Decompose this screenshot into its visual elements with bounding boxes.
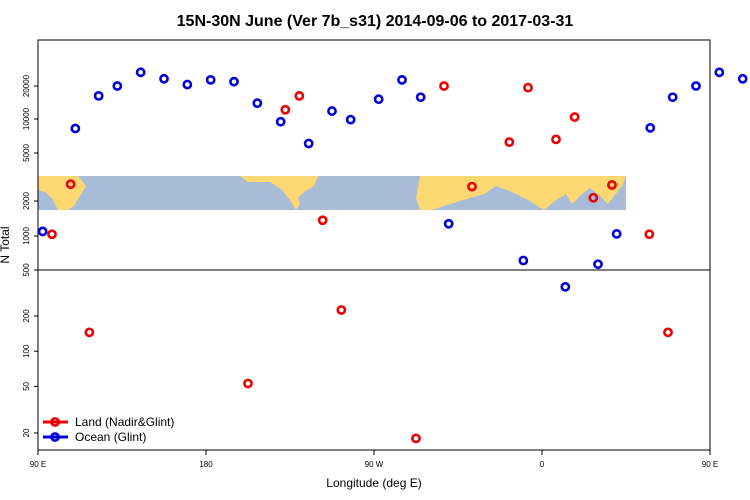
land-point-15 <box>588 192 599 203</box>
upper-y-tick-label-2000: 2000 <box>22 192 31 210</box>
lower-y-tick-label-200: 200 <box>22 309 31 323</box>
x-tick-label-2: 90 W <box>365 460 384 469</box>
land-point-2 <box>84 327 95 338</box>
world-map-strip <box>38 176 626 210</box>
land-point-6 <box>317 215 328 226</box>
upper-y-tick-label-20000: 20000 <box>22 74 31 97</box>
ocean-point-3 <box>112 81 123 91</box>
x-ticks: 90 E 180 90 W 0 90 E <box>30 450 718 469</box>
ocean-point-22 <box>645 122 656 133</box>
map-land-americas <box>240 176 318 210</box>
ocean-point-26 <box>737 73 748 84</box>
land-point-1 <box>65 179 76 190</box>
legend-ocean-marker <box>50 432 60 442</box>
ocean-point-25 <box>714 67 725 78</box>
legend-land-label: Land (Nadir&Glint) <box>75 415 174 429</box>
upper-y-tick-label-1000: 1000 <box>22 227 31 245</box>
ocean-point-2 <box>93 91 104 101</box>
ocean-point-4 <box>135 67 146 78</box>
ocean-point-1 <box>70 123 81 134</box>
ocean-point-7 <box>205 74 216 85</box>
ocean-point-0 <box>37 226 48 237</box>
ocean-point-18 <box>518 255 529 266</box>
ocean-point-20 <box>593 259 603 270</box>
land-point-13 <box>551 134 561 145</box>
chart-title: 15N-30N June (Ver 7b_s31) 2014-09-06 to … <box>177 13 574 30</box>
ocean-point-14 <box>373 94 384 105</box>
ocean-point-13 <box>345 114 356 125</box>
ocean-point-9 <box>252 98 263 109</box>
lower-y-tick-label-20: 20 <box>22 428 31 437</box>
lower-y-tick-label-100: 100 <box>22 344 31 358</box>
land-point-3 <box>243 378 253 389</box>
ocean-point-8 <box>229 76 239 87</box>
upper-y-tick-label-10000: 10000 <box>22 107 31 130</box>
land-point-10 <box>467 181 477 192</box>
ocean-point-11 <box>303 138 314 149</box>
ocean-point-16 <box>415 92 426 103</box>
ocean-point-19 <box>560 281 571 292</box>
ocean-point-12 <box>327 106 337 116</box>
x-tick-label-1: 180 <box>199 460 213 469</box>
land-point-18 <box>663 327 673 338</box>
land-point-14 <box>569 112 580 122</box>
data-points <box>37 67 748 444</box>
land-point-8 <box>411 433 421 444</box>
ocean-point-17 <box>443 218 454 229</box>
land-point-11 <box>504 137 515 148</box>
x-tick-label-3: 0 <box>540 460 545 469</box>
upper-y-tick-label-5000: 5000 <box>22 144 31 162</box>
land-point-17 <box>644 229 655 240</box>
land-point-5 <box>294 91 305 101</box>
legend: Land (Nadir&Glint) Ocean (Glint) <box>43 415 174 444</box>
land-point-16 <box>607 180 617 190</box>
x-tick-label-0: 90 E <box>30 460 46 469</box>
ocean-point-5 <box>159 73 169 84</box>
upper-y-tick-label-500: 500 <box>22 263 31 277</box>
ocean-point-23 <box>667 92 678 103</box>
land-point-7 <box>336 305 347 315</box>
land-point-4 <box>280 104 291 115</box>
x-axis-label: Longitude (deg E) <box>326 476 421 490</box>
land-point-0 <box>47 229 57 240</box>
upper-y-ticks: 500 1000 2000 5000 10000 20000 <box>22 74 38 277</box>
y-axis-label: N Total <box>0 226 12 263</box>
land-point-12 <box>523 82 533 93</box>
lower-y-tick-label-50: 50 <box>22 381 31 390</box>
legend-ocean-label: Ocean (Glint) <box>75 430 146 444</box>
ocean-point-10 <box>275 116 286 127</box>
ocean-point-6 <box>182 79 193 90</box>
legend-land-marker <box>50 417 60 427</box>
x-tick-label-4: 90 E <box>702 460 718 469</box>
lower-y-ticks: 20 50 100 200 <box>22 309 38 437</box>
ocean-point-24 <box>691 81 701 91</box>
ocean-point-21 <box>611 228 622 239</box>
ocean-point-15 <box>397 74 407 85</box>
upper-panel-frame <box>37 39 711 271</box>
land-point-9 <box>439 81 449 91</box>
